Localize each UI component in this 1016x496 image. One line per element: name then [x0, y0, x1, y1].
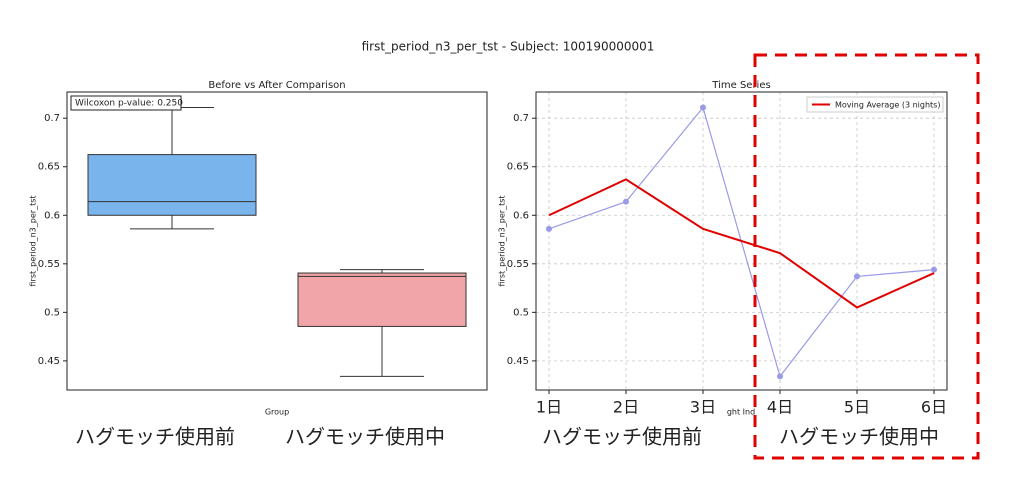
y-axis-label: first_period_n3_per_tst [29, 195, 38, 286]
y-tick-label: 0.5 [513, 307, 529, 318]
y-tick-label: 0.65 [38, 162, 60, 173]
plot-frame [535, 91, 948, 391]
x-tick-label: 5日 [844, 398, 870, 417]
plot-frame [66, 91, 488, 391]
y-tick-label: 0.45 [507, 356, 529, 367]
x-tick-label: 1日 [536, 398, 562, 417]
y-tick-label: 0.6 [44, 210, 60, 221]
data-point [854, 273, 860, 280]
x-axis-label: ght Ind [727, 408, 755, 417]
box [87, 154, 257, 216]
y-tick-label: 0.7 [44, 113, 60, 124]
y-tick-label: 0.65 [507, 162, 529, 173]
figure-title: first_period_n3_per_tst - Subject: 10019… [362, 40, 655, 54]
y-tick-label: 0.55 [38, 259, 60, 270]
y-tick-label: 0.45 [38, 356, 60, 367]
x-tick-label: 4日 [767, 398, 793, 417]
box [297, 272, 467, 327]
data-point [777, 373, 783, 380]
y-tick-label: 0.7 [513, 113, 529, 124]
annotation: ハグモッチ使用中 [779, 425, 939, 449]
data-point [931, 266, 937, 273]
x-tick-label: 2日 [613, 398, 639, 417]
annotation-box [70, 95, 182, 111]
legend-label: Moving Average (3 nights) [835, 101, 940, 110]
legend-box [806, 96, 944, 113]
y-tick-label: 0.55 [507, 259, 529, 270]
data-point [623, 198, 629, 205]
y-tick-label: 0.5 [44, 307, 60, 318]
series-line [548, 178, 935, 309]
highlight-frame [753, 53, 980, 460]
x-axis-label: Group [265, 408, 289, 417]
x-tick-label: 6日 [921, 398, 947, 417]
category-label: ハグモッチ使用中 [285, 425, 445, 449]
category-label: ハグモッチ使用前 [75, 425, 235, 449]
chart-title: Time Series [711, 80, 770, 91]
annotation: Wilcoxon p-value: 0.250 [75, 99, 183, 109]
chart-title: Before vs After Comparison [208, 80, 345, 91]
data-point [546, 225, 552, 232]
data-point [700, 104, 706, 111]
y-axis-label: first_period_n3_per_tst [498, 195, 507, 286]
y-tick-label: 0.6 [513, 210, 529, 221]
x-tick-label: 3日 [690, 398, 716, 417]
annotation: ハグモッチ使用前 [542, 425, 702, 449]
